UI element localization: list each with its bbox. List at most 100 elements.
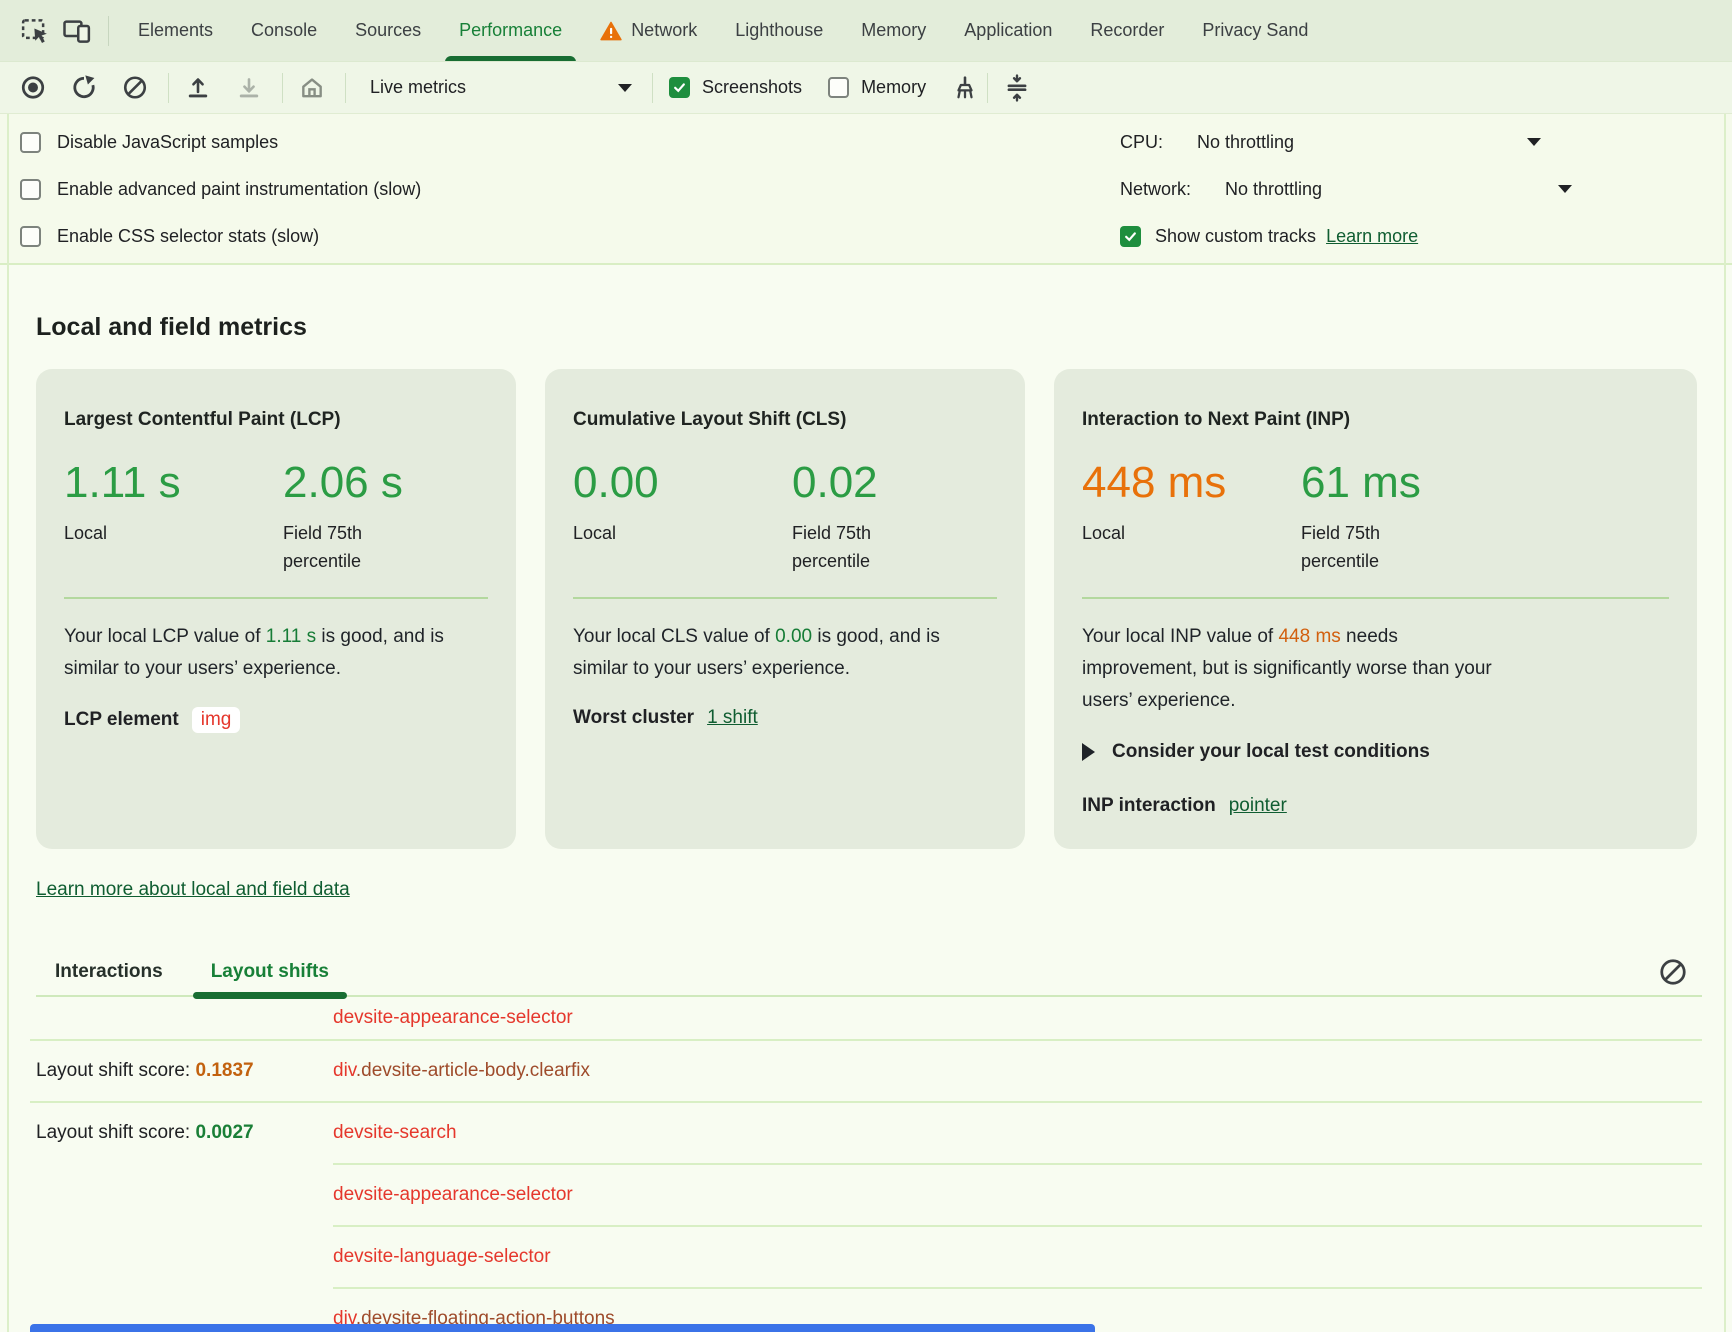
shift-element-link[interactable]: div.devsite-article-body.clearfix xyxy=(333,1060,590,1082)
custom-tracks-learn-more-link[interactable]: Learn more xyxy=(1326,226,1418,247)
tab-performance[interactable]: Performance xyxy=(440,0,581,62)
shift-score-value: 0.0027 xyxy=(195,1122,253,1143)
network-label: Network: xyxy=(1120,179,1191,200)
cls-description: Your local CLS value of 0.00 is good, an… xyxy=(573,621,997,685)
lcp-element-label: LCP element xyxy=(64,709,179,731)
chevron-down-icon xyxy=(1527,138,1541,146)
cls-local-label: Local xyxy=(573,519,723,547)
toolbar-separator xyxy=(345,73,346,103)
shift-score-value: 0.1837 xyxy=(195,1060,253,1081)
inp-interaction-link[interactable]: pointer xyxy=(1229,795,1287,817)
log-row: Layout shift score: 0.1837 div.devsite-a… xyxy=(0,1041,1732,1101)
clear-recording-button[interactable] xyxy=(122,75,148,101)
chevron-down-icon xyxy=(1558,185,1572,193)
worst-cluster-label: Worst cluster xyxy=(573,707,694,729)
inp-interaction-label: INP interaction xyxy=(1082,795,1216,817)
local-test-conditions-disclosure[interactable]: Consider your local test conditions xyxy=(1082,741,1669,763)
lcp-element-node-link[interactable]: img xyxy=(192,707,241,733)
gc-broom-icon xyxy=(952,74,978,102)
inp-field-value: 61 ms xyxy=(1301,457,1451,509)
css-selector-stats-checkbox[interactable] xyxy=(20,226,41,247)
device-toolbar-button[interactable] xyxy=(56,10,98,52)
record-button[interactable] xyxy=(20,75,46,101)
css-selector-stats-label: Enable CSS selector stats (slow) xyxy=(57,226,319,247)
shortcuts-dialog-button[interactable] xyxy=(1004,75,1030,101)
metric-cards: Largest Contentful Paint (LCP) 1.11 s Lo… xyxy=(36,369,1732,849)
chevron-down-icon xyxy=(618,84,632,92)
tab-layout-shifts[interactable]: Layout shifts xyxy=(209,961,331,983)
shift-element-link[interactable]: devsite-search xyxy=(333,1122,457,1144)
clear-log-button[interactable] xyxy=(1658,957,1688,987)
toolbar-separator xyxy=(108,16,109,46)
save-profile-button[interactable] xyxy=(236,75,262,101)
tab-application[interactable]: Application xyxy=(945,0,1071,62)
screenshots-checkbox[interactable] xyxy=(669,77,690,98)
card-divider xyxy=(573,597,997,599)
shift-element-link[interactable]: devsite-appearance-selector xyxy=(333,1184,573,1206)
cls-inline-value: 0.00 xyxy=(775,626,812,647)
live-metrics-log-tabs: Interactions Layout shifts xyxy=(36,961,1702,997)
download-icon xyxy=(236,74,262,101)
toolbar-separator xyxy=(168,73,169,103)
log-row: devsite-appearance-selector xyxy=(0,997,1732,1039)
network-throttling-select[interactable]: Network: No throttling xyxy=(1120,166,1322,213)
custom-tracks-setting: Show custom tracks Learn more xyxy=(1120,213,1418,260)
panel-right-border xyxy=(1724,114,1726,1332)
inp-inline-value: 448 ms xyxy=(1278,626,1340,647)
custom-tracks-checkbox[interactable] xyxy=(1120,226,1141,247)
screenshots-toggle[interactable]: Screenshots xyxy=(669,77,802,98)
tab-lighthouse[interactable]: Lighthouse xyxy=(716,0,842,62)
capture-settings: Disable JavaScript samples CPU: No throt… xyxy=(0,114,1732,265)
screenshots-label: Screenshots xyxy=(702,77,802,98)
tab-network-label: Network xyxy=(631,20,697,41)
inp-field-label: Field 75th percentile xyxy=(1301,519,1451,575)
inspect-icon xyxy=(20,16,50,46)
load-profile-button[interactable] xyxy=(185,75,211,101)
cpu-throttling-value: No throttling xyxy=(1197,132,1294,153)
setting-row-css-selector-stats: Enable CSS selector stats (slow) Show cu… xyxy=(0,213,1732,260)
tab-network[interactable]: Network xyxy=(581,0,716,62)
network-throttling-value: No throttling xyxy=(1225,179,1322,200)
tab-recorder[interactable]: Recorder xyxy=(1071,0,1183,62)
field-data-learn-more-link[interactable]: Learn more about local and field data xyxy=(36,879,350,901)
worst-cluster-link[interactable]: 1 shift xyxy=(707,707,758,729)
inp-description: Your local INP value of 448 ms needs imp… xyxy=(1082,621,1502,717)
reload-and-record-button[interactable] xyxy=(71,75,97,101)
lcp-description: Your local LCP value of 1.11 s is good, … xyxy=(64,621,464,685)
cls-card: Cumulative Layout Shift (CLS) 0.00 Local… xyxy=(545,369,1025,849)
disable-js-samples-label: Disable JavaScript samples xyxy=(57,132,278,153)
collect-garbage-button[interactable] xyxy=(952,75,978,101)
tab-elements[interactable]: Elements xyxy=(119,0,232,62)
card-divider xyxy=(64,597,488,599)
upload-icon xyxy=(185,74,211,101)
inp-local-label: Local xyxy=(1082,519,1232,547)
lcp-card: Largest Contentful Paint (LCP) 1.11 s Lo… xyxy=(36,369,516,849)
log-row: devsite-language-selector xyxy=(0,1227,1732,1287)
home-icon xyxy=(299,74,325,102)
inspect-element-button[interactable] xyxy=(14,10,56,52)
cpu-throttling-select[interactable]: CPU: No throttling xyxy=(1120,119,1294,166)
tab-interactions[interactable]: Interactions xyxy=(53,961,165,983)
clear-log-icon xyxy=(1658,957,1688,987)
memory-toggle[interactable]: Memory xyxy=(828,77,926,98)
metrics-heading: Local and field metrics xyxy=(36,311,1732,343)
shift-element-link[interactable]: devsite-appearance-selector xyxy=(333,1007,573,1029)
shift-element-link[interactable]: devsite-language-selector xyxy=(333,1246,551,1268)
panel-mode-select[interactable]: Live metrics xyxy=(362,77,638,98)
advanced-paint-checkbox[interactable] xyxy=(20,179,41,200)
devtools-performance-panel: Elements Console Sources Performance Net… xyxy=(0,0,1732,1332)
device-toolbar-icon xyxy=(62,16,92,46)
tab-sources[interactable]: Sources xyxy=(336,0,440,62)
collapse-shortcuts-icon xyxy=(1004,73,1030,103)
toolbar-separator xyxy=(652,73,653,103)
home-button[interactable] xyxy=(299,75,325,101)
tab-privacy-sandbox[interactable]: Privacy Sand xyxy=(1183,0,1327,62)
tab-memory[interactable]: Memory xyxy=(842,0,945,62)
card-divider xyxy=(1082,597,1669,599)
disable-js-samples-checkbox[interactable] xyxy=(20,132,41,153)
memory-checkbox[interactable] xyxy=(828,77,849,98)
setting-row-paint-instrumentation: Enable advanced paint instrumentation (s… xyxy=(0,166,1732,213)
tab-console[interactable]: Console xyxy=(232,0,336,62)
performance-toolbar: Live metrics Screenshots Memory xyxy=(0,62,1732,114)
cls-field-label: Field 75th percentile xyxy=(792,519,942,575)
